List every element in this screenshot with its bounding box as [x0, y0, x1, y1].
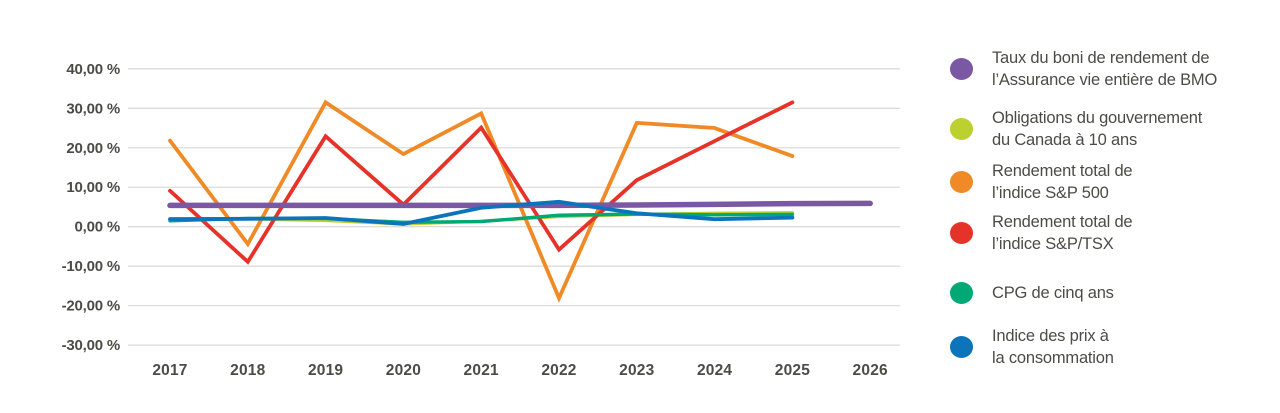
y-axis-tick-label: 30,00 % [66, 100, 120, 117]
legend-label: Rendement total de l’indice S&P/TSX [992, 213, 1133, 253]
y-axis-tick-label: 20,00 % [66, 140, 120, 157]
x-axis-tick-label: 2022 [541, 362, 576, 379]
legend-label: Obligations du gouvernement du Canada à 1… [992, 109, 1203, 149]
y-axis-tick-label: 40,00 % [66, 61, 120, 78]
legend-label: Rendement total de l’indice S&P 500 [992, 162, 1133, 202]
series-line-2 [168, 99, 795, 303]
purple-dot-icon [950, 58, 973, 80]
x-axis-tick-label: 2017 [152, 362, 187, 379]
legend-label: CPG de cinq ans [992, 284, 1114, 302]
x-axis-tick-label: 2018 [230, 362, 265, 379]
teal-dot-icon [950, 282, 973, 304]
x-axis-tick-label: 2026 [853, 362, 888, 379]
orange-dot-icon [950, 171, 973, 193]
legend-item-canada-10yr-bonds: Obligations du gouvernement du Canada à 1… [950, 107, 1202, 151]
x-axis-tick-label: 2020 [386, 362, 421, 379]
y-axis-tick-label: -30,00 % [62, 337, 120, 354]
legend-item-sp500-total-return: Rendement total de l’indice S&P 500 [950, 160, 1133, 204]
yellow-green-dot-icon [950, 118, 973, 140]
blue-dot-icon [950, 336, 973, 358]
y-axis-tick-label: -20,00 % [62, 298, 120, 315]
legend-label: Taux du boni de rendement de l’Assurance … [992, 49, 1218, 89]
red-dot-icon [950, 222, 973, 244]
y-axis-tick-label: 10,00 % [66, 179, 120, 196]
x-axis-tick-label: 2025 [775, 362, 810, 379]
x-axis-tick-label: 2023 [619, 362, 654, 379]
legend-item-consumer-price-index: Indice des prix à la consommation [950, 325, 1114, 369]
y-axis-tick-label: -10,00 % [62, 258, 120, 275]
y-axis-tick-label: 0,00 % [75, 219, 121, 236]
chart-legend: Taux du boni de rendement de l’Assurance … [950, 0, 1280, 413]
returns-line-chart: 40,00 % 30,00 % 20,00 % 10,00 % 0,00 % -10,00… [62, 61, 900, 379]
legend-item-bmo-dividend-rate: Taux du boni de rendement de l’Assurance … [950, 47, 1217, 91]
legend-item-sptsx-total-return: Rendement total de l’indice S&P/TSX [950, 211, 1133, 255]
legend-item-5yr-gic: CPG de cinq ans [950, 271, 1114, 315]
legend-label: Indice des prix à la consommation [992, 327, 1114, 367]
x-axis-tick-label: 2019 [308, 362, 343, 379]
x-axis-tick-label: 2021 [464, 362, 499, 379]
series-line-5 [168, 199, 795, 226]
x-axis-tick-label: 2024 [697, 362, 732, 379]
